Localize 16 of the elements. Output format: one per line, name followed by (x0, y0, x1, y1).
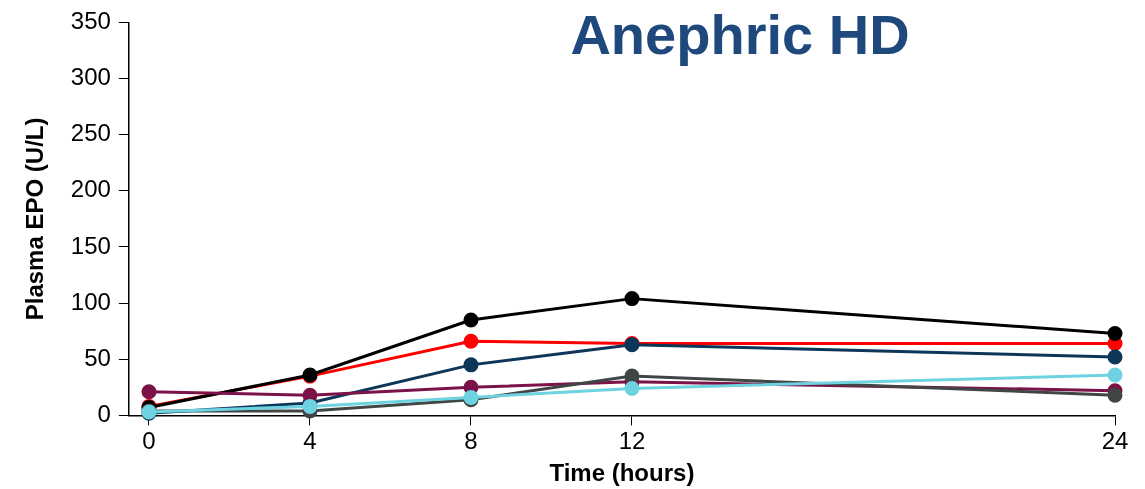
y-tick-label: 150 (70, 231, 111, 259)
x-tick-label: 0 (142, 427, 156, 455)
y-tick-label: 300 (70, 63, 111, 91)
x-axis-title: Time (hours) (549, 459, 695, 487)
y-tick-label: 50 (84, 343, 111, 371)
y-tick-label: 250 (70, 119, 111, 147)
x-tick-label: 12 (618, 427, 646, 455)
x-tick-label: 4 (303, 427, 317, 455)
y-tick-label: 0 (97, 400, 111, 428)
x-tick-label: 8 (464, 427, 478, 455)
chart-title: Anephric HD (569, 2, 911, 67)
y-tick-label: 350 (70, 7, 111, 35)
y-tick-label: 100 (70, 287, 111, 315)
y-axis-title: Plasma EPO (U/L) (21, 117, 49, 321)
x-tick-label: 24 (1101, 427, 1129, 455)
y-tick-label: 200 (70, 175, 111, 203)
